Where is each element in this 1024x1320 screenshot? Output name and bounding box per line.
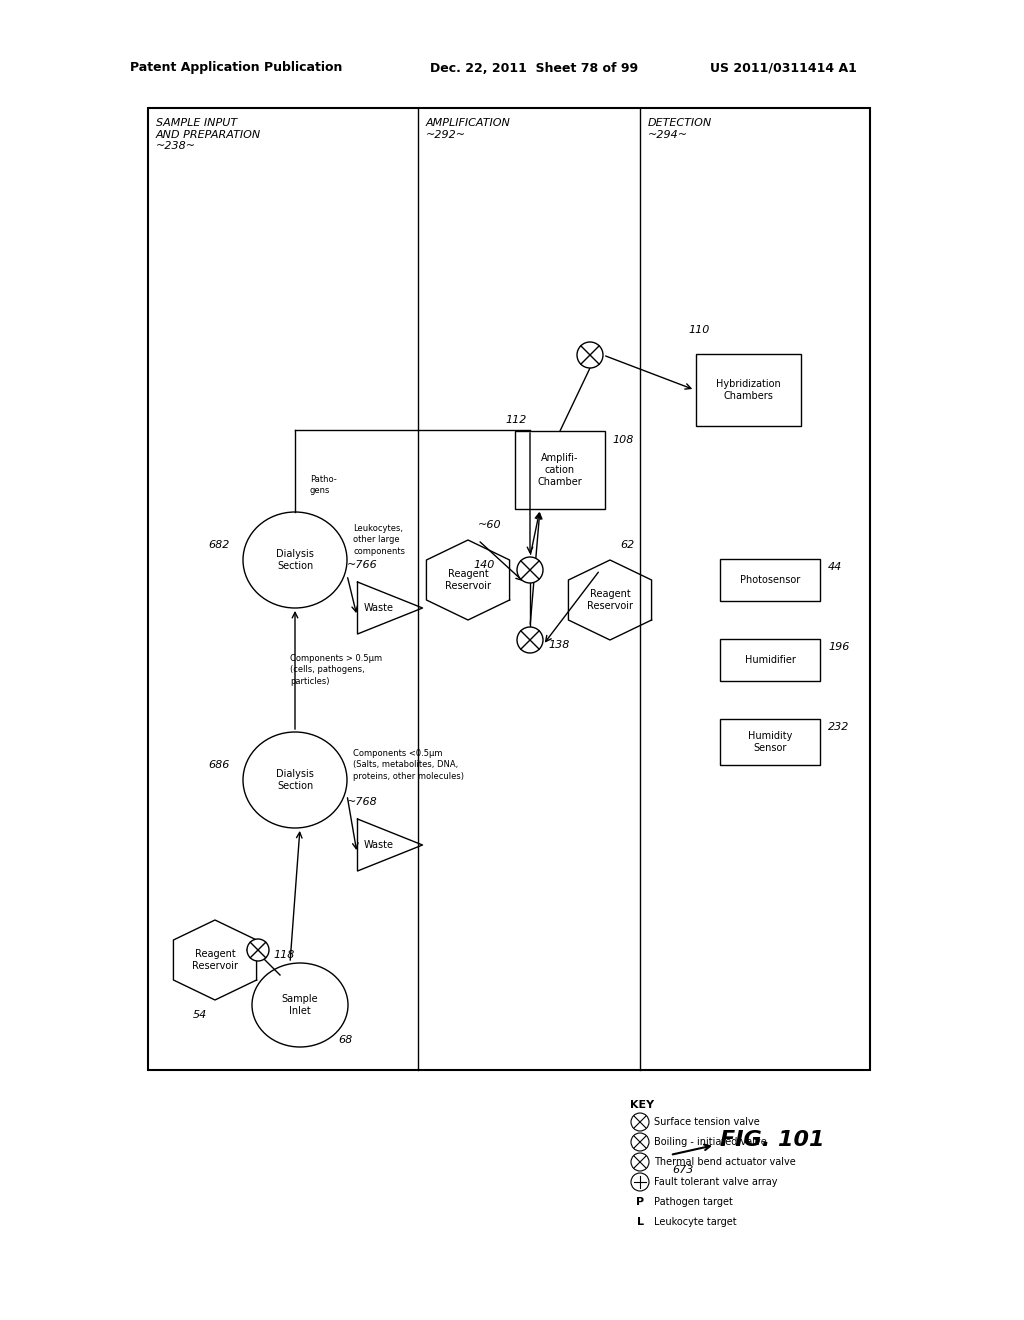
Text: 686: 686 xyxy=(209,760,230,770)
Circle shape xyxy=(631,1133,649,1151)
Text: Waste: Waste xyxy=(365,603,394,612)
Text: Dialysis
Section: Dialysis Section xyxy=(276,768,314,791)
Text: KEY: KEY xyxy=(630,1100,654,1110)
FancyBboxPatch shape xyxy=(148,108,870,1071)
Text: 112: 112 xyxy=(505,414,526,425)
Text: Leukocyte target: Leukocyte target xyxy=(654,1217,736,1228)
Text: 140: 140 xyxy=(474,560,495,570)
Ellipse shape xyxy=(243,733,347,828)
FancyBboxPatch shape xyxy=(695,354,801,426)
Text: L: L xyxy=(637,1217,643,1228)
Text: ~768: ~768 xyxy=(347,797,378,807)
Text: Hybridization
Chambers: Hybridization Chambers xyxy=(716,379,780,401)
Text: Patent Application Publication: Patent Application Publication xyxy=(130,62,342,74)
Text: Surface tension valve: Surface tension valve xyxy=(654,1117,760,1127)
Text: 44: 44 xyxy=(828,562,843,572)
Text: Dialysis
Section: Dialysis Section xyxy=(276,549,314,572)
Text: Sample
Inlet: Sample Inlet xyxy=(282,994,318,1016)
Circle shape xyxy=(247,939,269,961)
Text: P: P xyxy=(636,1197,644,1206)
Text: 138: 138 xyxy=(548,640,569,649)
Text: 54: 54 xyxy=(193,1010,207,1020)
Text: AMPLIFICATION
~292~: AMPLIFICATION ~292~ xyxy=(426,117,511,140)
FancyBboxPatch shape xyxy=(515,432,605,510)
Text: 118: 118 xyxy=(273,950,294,960)
Text: 68: 68 xyxy=(338,1035,352,1045)
Text: Patho-
gens: Patho- gens xyxy=(310,475,337,495)
Text: 110: 110 xyxy=(688,325,710,335)
Text: Humidifier: Humidifier xyxy=(744,655,796,665)
Text: Dec. 22, 2011  Sheet 78 of 99: Dec. 22, 2011 Sheet 78 of 99 xyxy=(430,62,638,74)
Text: 108: 108 xyxy=(612,436,634,445)
Polygon shape xyxy=(426,540,510,620)
Text: Waste: Waste xyxy=(365,840,394,850)
FancyBboxPatch shape xyxy=(720,639,820,681)
Polygon shape xyxy=(357,818,423,871)
Text: Fault tolerant valve array: Fault tolerant valve array xyxy=(654,1177,777,1187)
Text: FIG. 101: FIG. 101 xyxy=(720,1130,824,1150)
Text: 232: 232 xyxy=(828,722,849,733)
Polygon shape xyxy=(173,920,257,1001)
Text: 62: 62 xyxy=(620,540,634,550)
Circle shape xyxy=(517,627,543,653)
Circle shape xyxy=(631,1152,649,1171)
Text: US 2011/0311414 A1: US 2011/0311414 A1 xyxy=(710,62,857,74)
Circle shape xyxy=(631,1113,649,1131)
Text: Amplifi-
cation
Chamber: Amplifi- cation Chamber xyxy=(538,453,583,487)
Text: SAMPLE INPUT
AND PREPARATION
~238~: SAMPLE INPUT AND PREPARATION ~238~ xyxy=(156,117,261,152)
Circle shape xyxy=(577,342,603,368)
Text: Thermal bend actuator valve: Thermal bend actuator valve xyxy=(654,1158,796,1167)
Text: Photosensor: Photosensor xyxy=(740,576,800,585)
Text: Reagent
Reservoir: Reagent Reservoir xyxy=(587,589,633,611)
Text: Pathogen target: Pathogen target xyxy=(654,1197,733,1206)
Text: ~60: ~60 xyxy=(478,520,502,531)
Polygon shape xyxy=(357,582,423,634)
Text: ~766: ~766 xyxy=(347,560,378,570)
Text: 682: 682 xyxy=(209,540,230,550)
Text: Leukocytes,
other large
components: Leukocytes, other large components xyxy=(353,524,406,556)
Text: Components <0.5μm
(Salts, metabolites, DNA,
proteins, other molecules): Components <0.5μm (Salts, metabolites, D… xyxy=(353,750,464,780)
Text: Components > 0.5μm
(cells, pathogens,
particles): Components > 0.5μm (cells, pathogens, pa… xyxy=(290,655,382,685)
Text: 196: 196 xyxy=(828,642,849,652)
Text: Reagent
Reservoir: Reagent Reservoir xyxy=(193,949,238,972)
Ellipse shape xyxy=(243,512,347,609)
FancyBboxPatch shape xyxy=(720,719,820,766)
Polygon shape xyxy=(568,560,651,640)
Circle shape xyxy=(517,557,543,583)
Text: Humidity
Sensor: Humidity Sensor xyxy=(748,731,793,754)
Text: Boiling - initiated valve: Boiling - initiated valve xyxy=(654,1137,767,1147)
Text: Reagent
Reservoir: Reagent Reservoir xyxy=(445,569,490,591)
Ellipse shape xyxy=(252,964,348,1047)
Text: DETECTION
~294~: DETECTION ~294~ xyxy=(648,117,713,140)
Text: 673: 673 xyxy=(672,1166,693,1175)
FancyBboxPatch shape xyxy=(720,558,820,601)
Circle shape xyxy=(631,1173,649,1191)
